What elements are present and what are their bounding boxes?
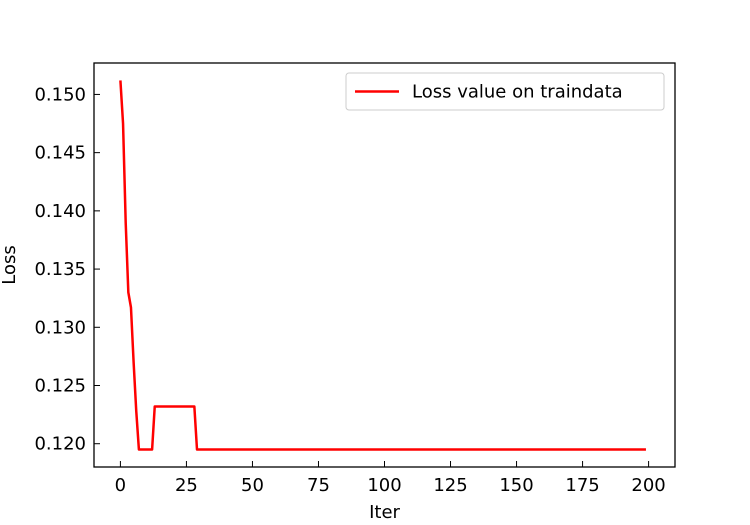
- x-axis-label: Iter: [369, 502, 400, 523]
- plot-frame: [93, 62, 676, 468]
- x-tick-label: 200: [631, 475, 665, 496]
- y-tick-label: 0.125: [34, 376, 86, 397]
- y-tick-label: 0.130: [34, 317, 86, 338]
- legend-box: [345, 72, 665, 111]
- legend: Loss value on traindata: [345, 72, 665, 111]
- x-tick-label: 25: [175, 475, 198, 496]
- x-tick-label: 0: [115, 475, 126, 496]
- series-line: [119, 80, 646, 451]
- y-tick-label: 0.135: [34, 259, 86, 280]
- x-tick-label: 175: [565, 475, 599, 496]
- y-axis-label: Loss: [0, 245, 20, 284]
- y-tick-label: 0.150: [34, 84, 86, 105]
- x-axis-ticks: 0 25 50 75 100 125 150 175 200: [115, 461, 666, 496]
- y-axis-ticks: 0.120 0.125 0.130 0.135 0.140 0.145 0.150: [34, 84, 100, 455]
- series-layer: [119, 80, 646, 451]
- y-tick-label: 0.140: [34, 201, 86, 222]
- x-tick-label: 50: [241, 475, 264, 496]
- x-tick-label: 75: [307, 475, 330, 496]
- x-tick-label: 125: [433, 475, 467, 496]
- x-tick-label: 150: [499, 475, 533, 496]
- y-tick-label: 0.120: [34, 434, 86, 455]
- legend-entry-label: Loss value on traindata: [412, 82, 623, 103]
- y-tick-label: 0.145: [34, 143, 86, 164]
- x-tick-label: 100: [367, 475, 401, 496]
